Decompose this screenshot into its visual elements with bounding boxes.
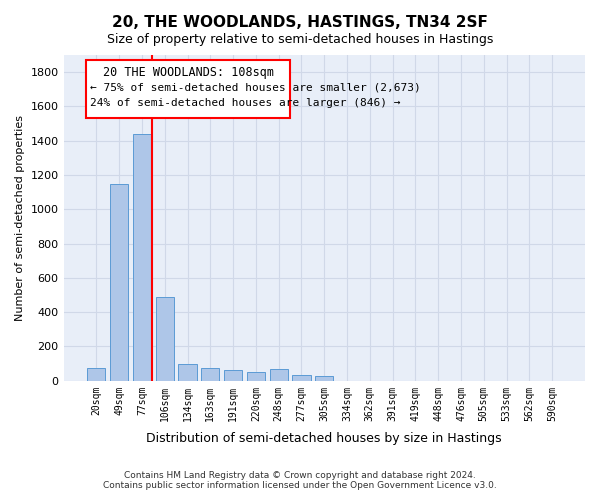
Text: Contains HM Land Registry data © Crown copyright and database right 2024.
Contai: Contains HM Land Registry data © Crown c… [103, 470, 497, 490]
FancyBboxPatch shape [86, 60, 290, 118]
Bar [87, 368, 106, 381]
Bar [133, 134, 151, 381]
Text: 24% of semi-detached houses are larger (846) →: 24% of semi-detached houses are larger (… [89, 98, 400, 108]
Y-axis label: Number of semi-detached properties: Number of semi-detached properties [15, 115, 25, 321]
Text: ← 75% of semi-detached houses are smaller (2,673): ← 75% of semi-detached houses are smalle… [89, 82, 420, 92]
Bar [110, 184, 128, 381]
Bar [292, 375, 311, 381]
Text: 20 THE WOODLANDS: 108sqm: 20 THE WOODLANDS: 108sqm [103, 66, 274, 78]
Bar [269, 369, 288, 381]
Bar [315, 376, 334, 381]
Bar [224, 370, 242, 381]
Text: Size of property relative to semi-detached houses in Hastings: Size of property relative to semi-detach… [107, 32, 493, 46]
Bar [247, 372, 265, 381]
Bar [178, 364, 197, 381]
X-axis label: Distribution of semi-detached houses by size in Hastings: Distribution of semi-detached houses by … [146, 432, 502, 445]
Bar [201, 368, 220, 381]
Text: 20, THE WOODLANDS, HASTINGS, TN34 2SF: 20, THE WOODLANDS, HASTINGS, TN34 2SF [112, 15, 488, 30]
Bar [155, 297, 174, 381]
